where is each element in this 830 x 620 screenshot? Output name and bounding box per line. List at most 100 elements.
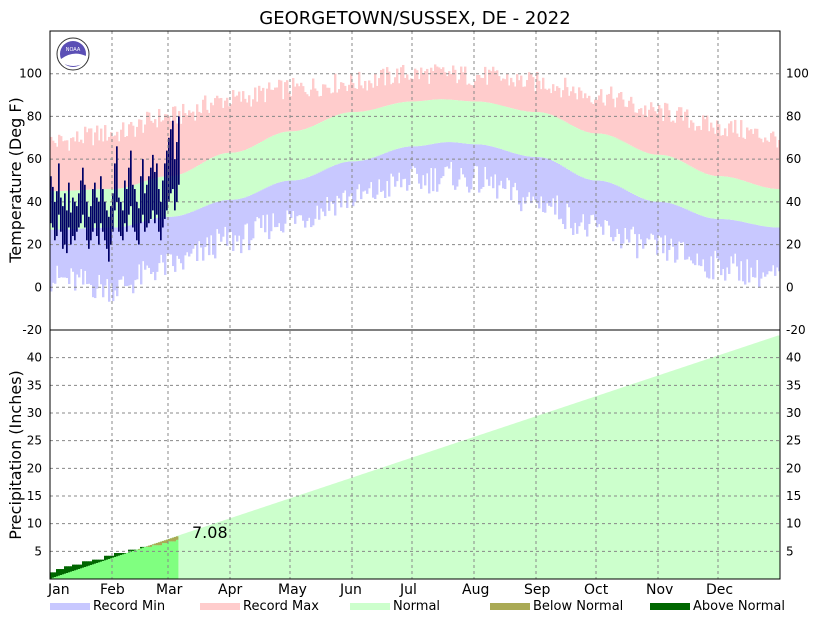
normal-range-bar bbox=[260, 142, 263, 191]
record-min-bar bbox=[698, 214, 701, 266]
normal-range-bar bbox=[352, 112, 355, 162]
normal-range-bar bbox=[756, 185, 759, 225]
normal-range-bar bbox=[476, 101, 479, 145]
record-max-bar bbox=[76, 131, 79, 191]
normal-range-bar bbox=[710, 175, 713, 219]
normal-range-bar bbox=[262, 140, 265, 190]
precip-departure-bar bbox=[174, 536, 177, 542]
observed-precip-bar bbox=[134, 550, 137, 579]
record-max-bar bbox=[578, 87, 581, 130]
record-max-bar bbox=[662, 120, 665, 156]
normal-range-bar bbox=[686, 164, 689, 210]
normal-range-bar bbox=[390, 104, 393, 151]
normal-range-bar bbox=[292, 131, 295, 181]
record-min-bar bbox=[542, 157, 545, 212]
record-min-bar bbox=[684, 208, 687, 260]
record-min-bar bbox=[596, 180, 599, 228]
record-max-bar bbox=[288, 92, 291, 132]
normal-range-bar bbox=[468, 101, 471, 144]
record-max-bar bbox=[222, 107, 225, 154]
record-max-bar bbox=[566, 87, 569, 123]
record-min-bar bbox=[260, 190, 263, 228]
record-min-bar bbox=[606, 181, 609, 222]
record-max-bar bbox=[606, 94, 609, 135]
record-min-bar bbox=[506, 150, 509, 178]
record-min-bar bbox=[552, 160, 555, 199]
record-min-bar bbox=[564, 167, 567, 230]
record-max-bar bbox=[218, 98, 221, 155]
record-max-bar bbox=[308, 96, 311, 128]
record-min-bar bbox=[134, 223, 137, 281]
normal-range-bar bbox=[456, 100, 459, 143]
record-max-bar bbox=[520, 75, 523, 111]
record-max-bar bbox=[96, 125, 99, 190]
normal-range-bar bbox=[246, 149, 249, 197]
temp-tick-right: 20 bbox=[786, 238, 801, 252]
precip-tick-left: 30 bbox=[27, 406, 42, 420]
normal-range-bar bbox=[252, 146, 255, 195]
precip-departure-bar bbox=[82, 561, 85, 568]
record-min-bar bbox=[122, 226, 125, 277]
record-max-bar bbox=[262, 87, 265, 141]
observed-precip-bar bbox=[66, 572, 69, 579]
normal-range-bar bbox=[454, 100, 457, 143]
record-min-bar bbox=[198, 208, 201, 242]
normal-range-bar bbox=[230, 152, 233, 200]
record-min-bar bbox=[210, 203, 213, 236]
record-min-bar bbox=[308, 176, 311, 218]
record-max-bar bbox=[674, 122, 677, 159]
record-max-bar bbox=[372, 87, 375, 110]
record-min-bar bbox=[752, 224, 755, 278]
normal-range-bar bbox=[392, 104, 395, 151]
record-min-bar bbox=[416, 146, 419, 174]
record-max-bar bbox=[118, 141, 121, 189]
record-max-bar bbox=[374, 73, 377, 109]
month-gridlines bbox=[111, 31, 719, 579]
record-max-bar bbox=[200, 113, 203, 164]
record-min-bar bbox=[248, 195, 251, 251]
normal-range-bar bbox=[296, 130, 299, 181]
normal-range-bar bbox=[678, 160, 681, 207]
record-max-bar bbox=[628, 100, 631, 145]
normal-range-bar bbox=[332, 116, 335, 166]
normal-range-bar bbox=[554, 116, 557, 162]
normal-range-bar bbox=[270, 136, 273, 186]
normal-range-bar bbox=[654, 154, 657, 202]
record-max-bar bbox=[72, 137, 75, 191]
record-max-bar bbox=[252, 99, 255, 147]
precip-departure-bar bbox=[64, 566, 67, 574]
observed-precip-bar bbox=[176, 539, 179, 579]
legend-swatch-above-normal bbox=[650, 603, 690, 610]
record-min-bar bbox=[404, 146, 407, 179]
normal-range-bar bbox=[586, 132, 589, 179]
record-min-bar bbox=[186, 213, 189, 253]
record-min-bar bbox=[382, 153, 385, 191]
record-min-bar bbox=[326, 168, 329, 197]
observed-temp-bar bbox=[106, 210, 108, 249]
record-max-bar bbox=[718, 124, 721, 177]
precip-departure-bar bbox=[152, 544, 155, 546]
normal-range-bar bbox=[234, 152, 237, 200]
observed-temp-bar bbox=[50, 176, 52, 224]
record-min-bar bbox=[72, 229, 75, 272]
record-max-bar bbox=[590, 102, 593, 133]
record-max-bar bbox=[138, 119, 141, 184]
record-min-bar bbox=[378, 155, 381, 180]
precip-departure-bar bbox=[170, 538, 173, 542]
record-min-bar bbox=[450, 142, 453, 162]
record-max-bar bbox=[710, 122, 713, 176]
record-max-bar bbox=[644, 105, 647, 153]
normal-range-bar bbox=[532, 112, 535, 157]
precip-departure-bar bbox=[166, 539, 169, 544]
record-max-bar bbox=[266, 88, 269, 139]
record-max-bar bbox=[516, 74, 519, 110]
month-label: Jan bbox=[47, 582, 70, 598]
precip-departure-bar bbox=[62, 569, 65, 575]
observed-precip-bar bbox=[78, 568, 81, 579]
record-max-bar bbox=[482, 78, 485, 102]
record-min-bar bbox=[68, 229, 71, 285]
normal-range-bar bbox=[708, 174, 711, 218]
record-max-bar bbox=[466, 84, 469, 102]
record-max-bar bbox=[412, 79, 415, 102]
observed-precip-bar bbox=[166, 543, 169, 579]
